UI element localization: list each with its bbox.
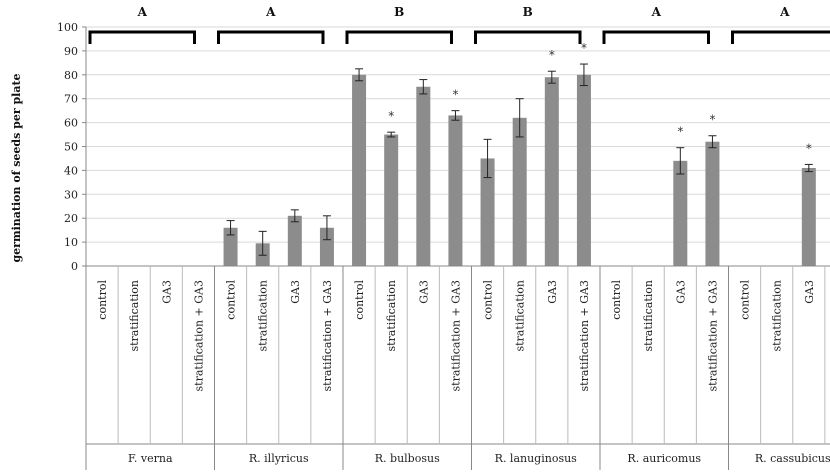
significance-bracket bbox=[217, 30, 325, 44]
significance-star: * bbox=[709, 113, 715, 127]
condition-label: stratification + GA3 bbox=[192, 280, 205, 391]
bars bbox=[223, 63, 816, 267]
condition-label: stratification + GA3 bbox=[449, 280, 462, 391]
significance-star: * bbox=[806, 141, 812, 155]
condition-label: stratification bbox=[385, 280, 398, 352]
condition-label: GA3 bbox=[674, 280, 687, 304]
bar bbox=[576, 74, 591, 266]
condition-label: GA3 bbox=[546, 280, 559, 304]
significance-star: * bbox=[581, 41, 587, 55]
significance-star: * bbox=[452, 88, 458, 102]
significance-letter: A bbox=[137, 5, 148, 19]
bar bbox=[448, 115, 463, 267]
condition-label: GA3 bbox=[417, 280, 430, 304]
y-tick-label: 20 bbox=[64, 212, 78, 225]
condition-label: stratification + GA3 bbox=[321, 280, 334, 391]
bar bbox=[384, 134, 399, 266]
y-tick-label: 100 bbox=[57, 21, 78, 34]
y-axis-label: germination of seeds per plate bbox=[10, 73, 23, 262]
bar bbox=[223, 227, 238, 266]
significance-letter: A bbox=[779, 5, 790, 19]
condition-label: control bbox=[353, 280, 366, 320]
labels: 0 10 20 30 40 50 60 70 80 90 100 A F. verna control st… bbox=[57, 5, 830, 465]
significance-star: * bbox=[677, 125, 683, 139]
condition-label: stratification bbox=[771, 280, 784, 352]
significance-bracket bbox=[731, 30, 830, 44]
condition-label: control bbox=[739, 280, 752, 320]
significance-letter: B bbox=[523, 5, 533, 19]
bar bbox=[512, 117, 527, 266]
significance-bracket bbox=[474, 30, 582, 44]
bar bbox=[673, 160, 688, 266]
bar bbox=[416, 86, 431, 266]
y-tick-label: 10 bbox=[64, 236, 78, 249]
significance-star: * bbox=[549, 48, 555, 62]
y-tick-label: 70 bbox=[64, 93, 78, 106]
significance-bracket bbox=[345, 30, 453, 44]
y-tick-label: 40 bbox=[64, 164, 78, 177]
y-tick-label: 0 bbox=[71, 260, 78, 273]
group-label: R. bulbosus bbox=[375, 452, 440, 465]
condition-label: stratification bbox=[257, 280, 270, 352]
condition-label: GA3 bbox=[803, 280, 816, 304]
bar bbox=[544, 77, 559, 266]
significance-letter: A bbox=[651, 5, 662, 19]
condition-label: control bbox=[482, 280, 495, 320]
significance-bracket bbox=[88, 30, 196, 44]
condition-label: control bbox=[96, 280, 109, 320]
significance-letter: A bbox=[265, 5, 276, 19]
y-tick-label: 50 bbox=[64, 141, 78, 154]
bar bbox=[287, 215, 302, 266]
y-tick-label: 30 bbox=[64, 188, 78, 201]
group-label: F. verna bbox=[128, 452, 173, 465]
condition-label: control bbox=[610, 280, 623, 320]
bar bbox=[480, 158, 495, 266]
significance-bracket bbox=[602, 30, 710, 44]
axes bbox=[82, 26, 830, 470]
condition-label: stratification bbox=[514, 280, 527, 352]
group-label: R. lanuginosus bbox=[495, 452, 578, 465]
condition-label: stratification + GA3 bbox=[706, 280, 719, 391]
condition-label: control bbox=[225, 280, 238, 320]
y-tick-label: 90 bbox=[64, 45, 78, 58]
condition-label: stratification + GA3 bbox=[578, 280, 591, 391]
y-tick-label: 80 bbox=[64, 69, 78, 82]
bar bbox=[801, 168, 816, 266]
condition-label: stratification bbox=[128, 280, 141, 352]
significance-letter: B bbox=[394, 5, 404, 19]
condition-label: GA3 bbox=[160, 280, 173, 304]
bar bbox=[319, 227, 334, 266]
bar bbox=[705, 141, 720, 266]
significance-star: * bbox=[388, 109, 394, 123]
condition-label: GA3 bbox=[289, 280, 302, 304]
y-tick-label: 60 bbox=[64, 117, 78, 130]
group-label: R. auricomus bbox=[627, 452, 701, 465]
condition-label: stratification bbox=[642, 280, 655, 352]
bar bbox=[352, 74, 367, 266]
group-label: R. illyricus bbox=[249, 452, 309, 465]
group-label: R. cassubicus bbox=[755, 452, 830, 465]
